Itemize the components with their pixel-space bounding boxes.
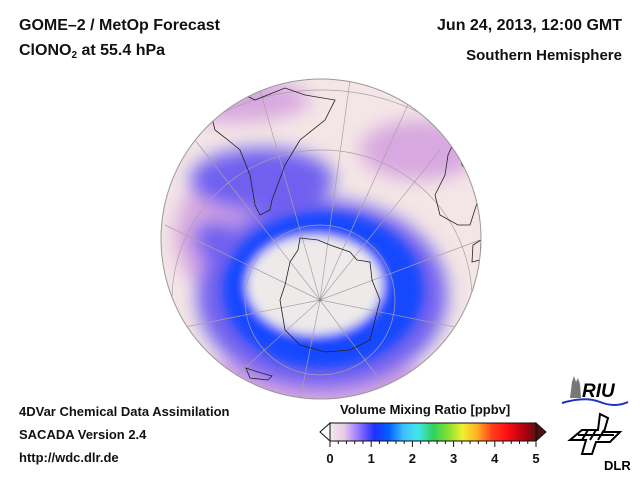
footer-method: 4DVar Chemical Data Assimilation <box>19 404 230 419</box>
field-layer <box>161 79 481 399</box>
species-level-label: ClONO2 at 55.4 hPa <box>19 42 165 61</box>
vortex-core <box>247 235 383 335</box>
hemisphere-label: Southern Hemisphere <box>466 47 622 64</box>
colorbar-ticks <box>329 441 537 447</box>
colorbar-tick-label: 3 <box>449 451 458 466</box>
south-pole-marker <box>318 298 322 302</box>
footer-url[interactable]: http://wdc.dlr.de <box>19 450 119 465</box>
coast-australia-nz <box>245 367 273 381</box>
field-band-north <box>161 79 310 122</box>
coast-antarctica <box>279 237 381 353</box>
dlr-logo: DLR <box>567 412 631 473</box>
species-subscript: 2 <box>71 50 78 61</box>
forecast-date: Jun 24, 2013, 12:00 GMT <box>437 17 622 34</box>
logos: RIU DLR <box>561 376 631 473</box>
field-patch-south-america <box>190 148 334 212</box>
colorbar-tick-label: 1 <box>367 451 375 466</box>
colorbar-tick-label: 0 <box>326 451 334 466</box>
colorbar-title: Volume Mixing Ratio [ppbv] <box>340 402 511 417</box>
riu-logo-text: RIU <box>582 381 616 402</box>
coast-south-america <box>209 87 336 216</box>
colorbar-gradient <box>329 422 537 442</box>
colorbar-tick-label: 5 <box>532 451 540 466</box>
pressure-level: at 55.4 hPa <box>77 42 166 59</box>
dlr-logo-text: DLR <box>604 458 631 473</box>
coast-island <box>209 371 229 385</box>
colorbar-min-arrow <box>319 421 331 443</box>
dlr-bird-icon <box>567 412 623 455</box>
river-wave-icon <box>561 398 629 406</box>
footer-version: SACADA Version 2.4 <box>19 427 147 442</box>
colorbar-tick-label: 2 <box>408 451 416 466</box>
species-name: ClONO <box>19 42 72 59</box>
globe-map <box>160 78 482 400</box>
map-title: GOME–2 / MetOp Forecast <box>19 17 220 34</box>
riu-logo: RIU <box>561 376 629 406</box>
globe-outline <box>160 78 482 400</box>
colorbar <box>319 421 547 447</box>
cathedral-icon <box>570 376 581 398</box>
colorbar-max-arrow <box>535 421 547 443</box>
colorbar-tick-label: 4 <box>491 451 499 466</box>
